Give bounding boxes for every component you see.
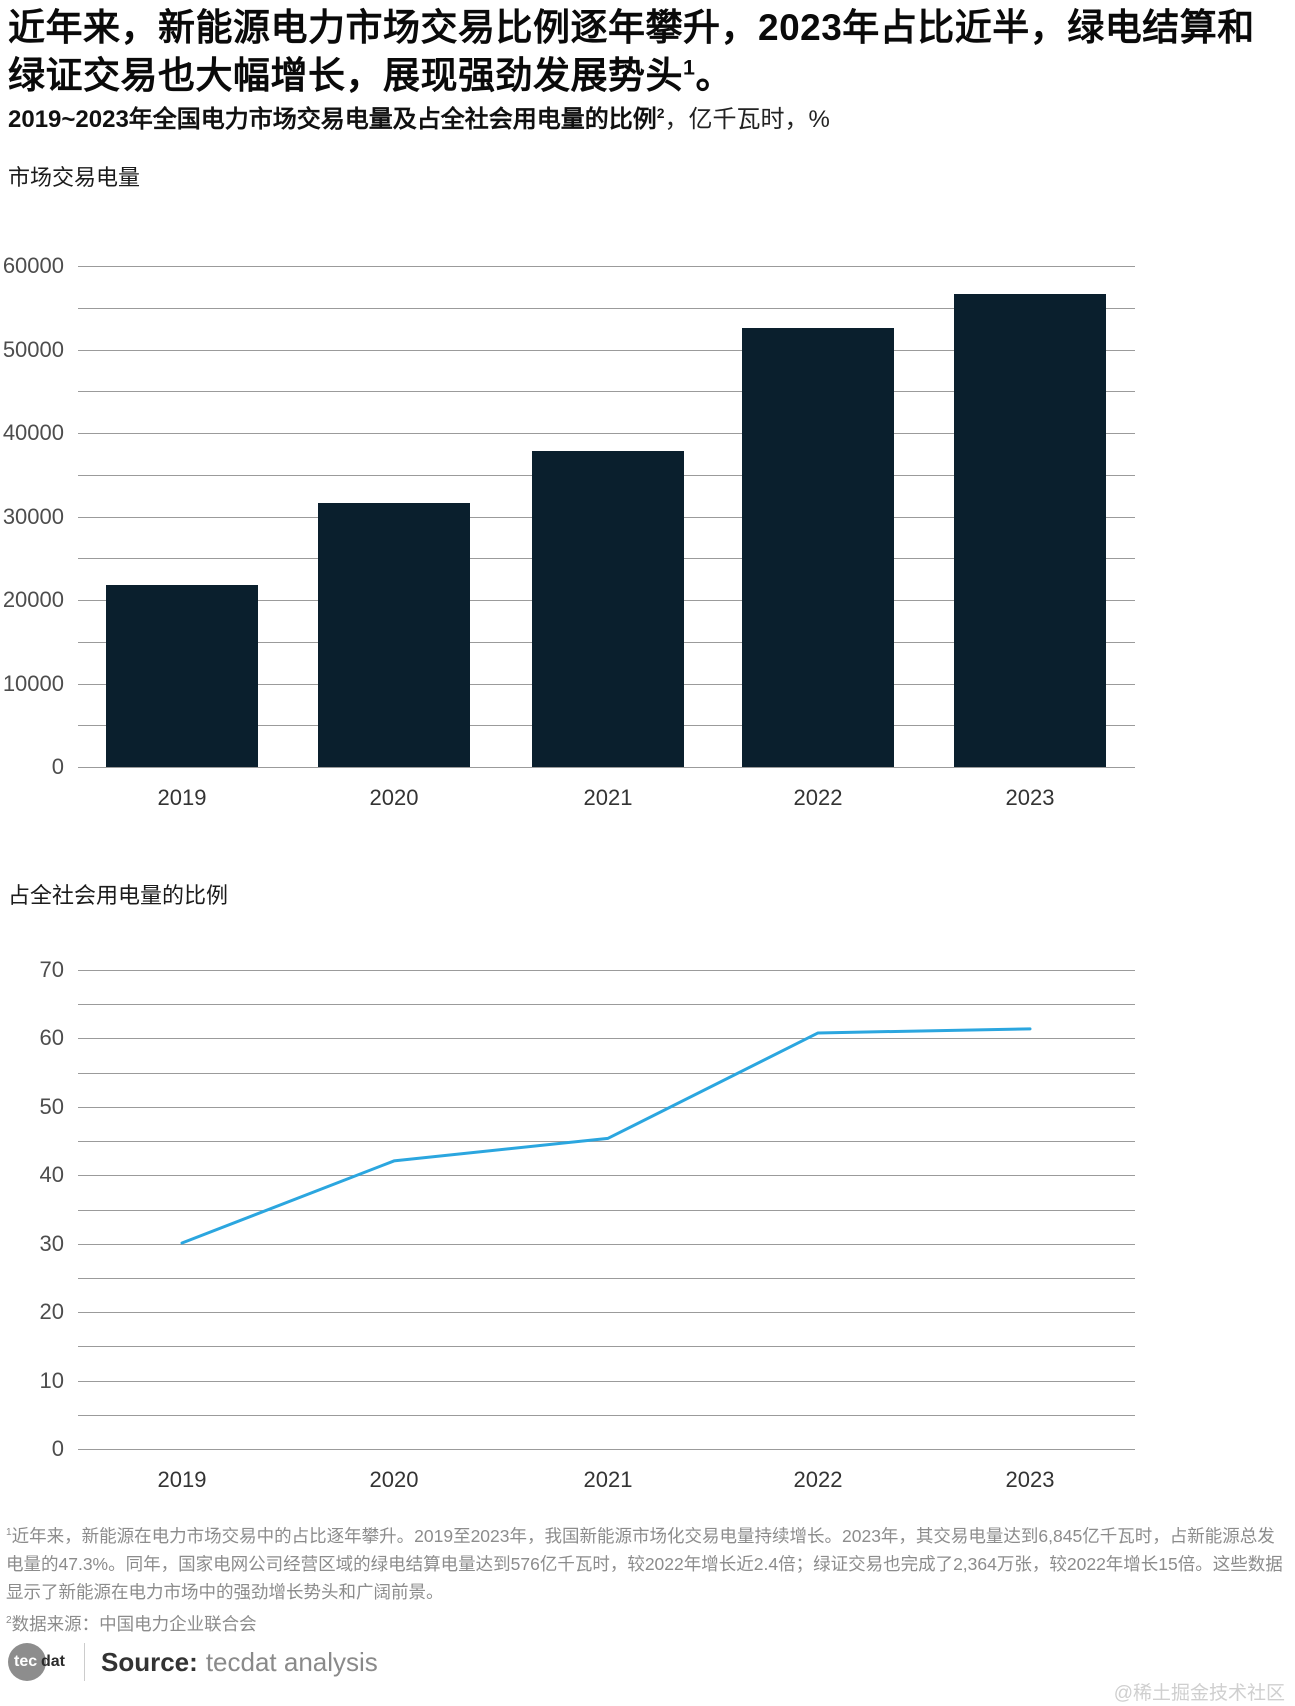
gridline [78,1277,1135,1279]
gridline [78,266,1135,267]
gridline [78,307,1135,309]
y-tick-label: 10000 [2,670,64,696]
source-text: Source: tecdat analysis [101,1647,378,1678]
watermark: @稀土掘金技术社区 [1113,1683,1285,1704]
footnote-1-marker: 1 [6,1527,12,1539]
x-tick-label: 2019 [157,785,207,810]
gridline [78,1243,1135,1245]
tecdat-logo-tec: tec [14,1653,38,1670]
gridline [78,767,1135,768]
y-tick-label: 10 [39,1367,64,1393]
gridline [78,1380,1135,1382]
y-tick-label: 0 [51,1436,64,1461]
footnote-ref-1: 1 [683,55,696,80]
chart-title-units: ，亿千瓦时，% [664,106,830,133]
y-tick-label: 0 [51,754,64,779]
footnote-1: 1近年来，新能源在电力市场交易中的占比逐年攀升。2019至2023年，我国新能源… [6,1522,1289,1606]
y-tick-label: 50 [39,1093,64,1119]
gridline [78,433,1135,434]
y-tick-label: 20000 [2,587,64,612]
x-tick-label: 2021 [583,785,633,810]
y-tick-label: 40 [39,1162,64,1188]
gridline [78,1038,1135,1040]
footnote-1-text: 近年来，新能源在电力市场交易中的占比逐年攀升。2019至2023年，我国新能源市… [6,1526,1283,1602]
gridline [78,1004,1135,1006]
gridline [78,349,1135,351]
divider [84,1643,85,1681]
source-row: tec dat Source: tecdat analysis [8,1638,378,1686]
gridline [78,970,1135,971]
x-tick-label: 2020 [369,1467,419,1492]
y-tick-label: 50000 [2,336,64,362]
footnote-2: 2数据来源：中国电力企业联合会 [6,1610,1289,1638]
x-tick-label: 2023 [1005,1467,1055,1492]
x-tick-label: 2022 [793,1467,843,1492]
gridline [78,1072,1135,1074]
y-tick-label: 60000 [2,253,64,278]
bar-2023 [954,293,1106,767]
bar-2022 [742,328,894,767]
x-tick-label: 2021 [583,1467,633,1492]
y-tick-label: 40000 [2,420,64,445]
line-path [180,1027,1032,1245]
line-chart: 0 10 20 30 40 50 60 70 2019 2020 2021 2022 2023 [0,957,1135,1499]
bar-2020 [318,502,470,767]
line-chart-section-label: 占全社会用电量的比例 [8,883,229,908]
footnote-2-marker: 2 [6,1615,12,1627]
source-label: Source: [101,1646,198,1677]
y-tick-label: 20 [39,1299,64,1325]
line-chart-plot [78,970,1135,1450]
gridline [78,1106,1135,1108]
gridline [78,1209,1135,1211]
tecdat-logo-circle-icon [8,1643,46,1681]
chart-title: 2019~2023年全国电力市场交易电量及占全社会用电量的比例2，亿千瓦时，% [8,104,1275,136]
x-tick-label: 2022 [793,785,843,810]
y-tick-label: 30000 [2,503,64,529]
gridline [78,391,1135,393]
bar-2019 [106,585,258,767]
gridline [78,1312,1135,1314]
footnote-2-text: 数据来源：中国电力企业联合会 [11,1614,257,1634]
gridline [78,1141,1135,1143]
bar-2021 [532,451,684,767]
ratio-line-series [180,1027,1032,1245]
bar-chart-section-label: 市场交易电量 [8,165,141,190]
x-tick-label: 2023 [1005,785,1055,810]
gridline [78,1414,1135,1416]
headline-text: 近年来，新能源电力市场交易比例逐年攀升，2023年占比近半，绿电结算和绿证交易也… [8,7,1255,96]
x-tick-label: 2020 [369,785,419,810]
gridline [78,1175,1135,1177]
gridline [78,1346,1135,1348]
footnote-ref-2: 2 [656,105,665,121]
bar-chart: 0 10000 20000 30000 40000 50000 60000 2019 2020… [0,253,1135,817]
y-tick-label: 30 [39,1230,64,1256]
tecdat-logo: tec dat [8,1640,80,1684]
gridline [78,1449,1135,1450]
y-tick-label: 70 [39,957,64,982]
headline: 近年来，新能源电力市场交易比例逐年攀升，2023年占比近半，绿电结算和绿证交易也… [8,4,1265,100]
chart-title-bold: 2019~2023年全国电力市场交易电量及占全社会用电量的比例 [8,106,657,133]
bar-chart-plot [78,266,1135,768]
headline-tail: 。 [695,55,733,96]
x-tick-label: 2019 [157,1467,207,1492]
source-value: tecdat analysis [205,1646,378,1677]
tecdat-logo-dat: dat [41,1653,65,1670]
y-tick-label: 60 [39,1025,64,1051]
